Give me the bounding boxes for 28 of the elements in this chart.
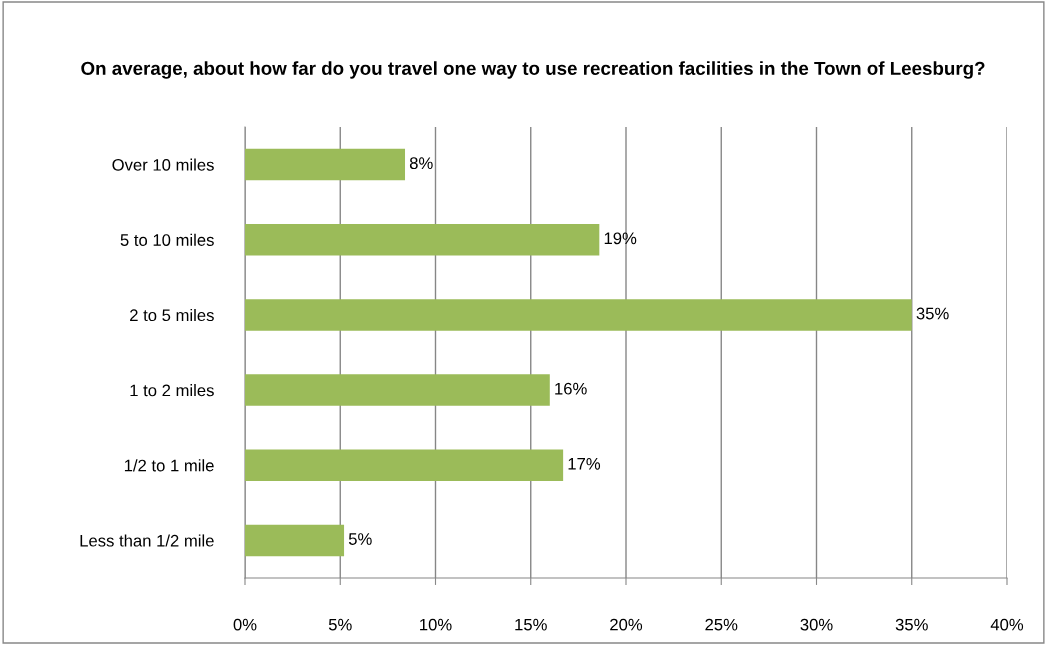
y-tick-label: 2 to 5 miles <box>130 308 214 322</box>
data-label: 17% <box>568 457 601 470</box>
y-tick-label: 5 to 10 miles <box>120 233 214 246</box>
bar <box>245 449 564 482</box>
data-label: 35% <box>916 307 949 320</box>
data-label: 8% <box>409 157 433 170</box>
x-tick-label: 0% <box>233 618 257 631</box>
x-tick-label: 20% <box>610 618 643 631</box>
data-label: 19% <box>604 232 637 245</box>
x-tick-label: 35% <box>895 618 928 631</box>
x-tick-label: 30% <box>800 618 833 631</box>
bar <box>245 524 345 557</box>
data-label: 16% <box>555 382 587 395</box>
data-label: 5% <box>348 533 372 545</box>
chart-title: On average, about how far do you travel one way to use recreation facilities in the Town of Leesburg? <box>81 61 985 79</box>
x-tick-label: 40% <box>990 618 1024 631</box>
bar <box>245 299 912 331</box>
y-tick-label: Less than 1/2 mile <box>80 534 214 547</box>
x-tick-label: 10% <box>420 618 452 631</box>
y-tick-label: 1 to 2 miles <box>130 384 214 397</box>
bar <box>245 374 550 406</box>
y-tick-label: Over 10 miles <box>112 158 214 171</box>
bar <box>245 148 406 181</box>
x-tick-label: 15% <box>515 618 547 631</box>
y-tick-label: 1/2 to 1 mile <box>124 459 214 472</box>
x-tick-label: 5% <box>328 618 352 631</box>
bar <box>245 223 600 256</box>
x-tick-label: 25% <box>705 618 738 631</box>
